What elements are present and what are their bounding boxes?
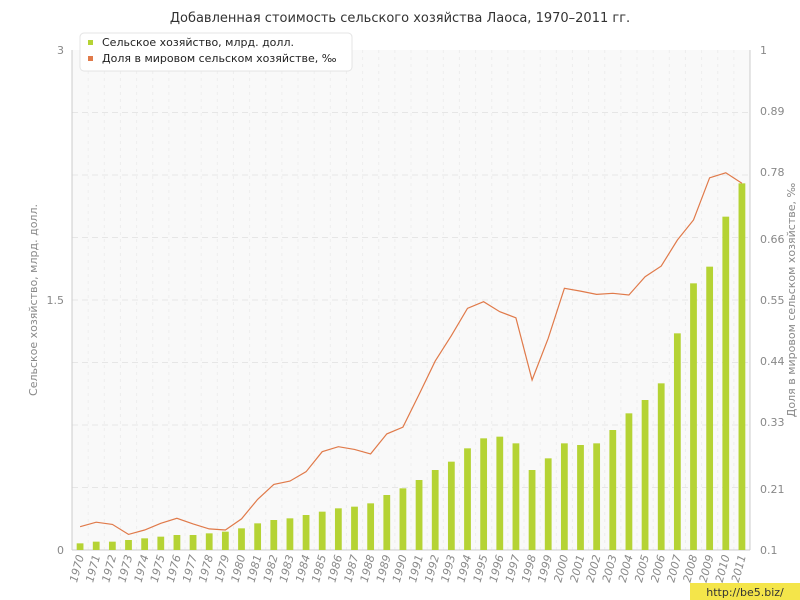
bar-1975 [157, 536, 165, 550]
legend-box [79, 32, 353, 72]
bar-1996 [496, 436, 504, 550]
bar-2000 [560, 443, 568, 550]
bar-1994 [464, 448, 471, 550]
bar-1986 [334, 508, 342, 550]
watermark-background [690, 583, 800, 600]
bar-1972 [108, 541, 116, 550]
right-tick-label: 1 [760, 44, 767, 57]
bar-1984 [302, 515, 310, 550]
bar-2007 [673, 333, 681, 550]
right-tick-label: 0.21 [760, 483, 785, 496]
right-tick-label: 0.66 [760, 233, 785, 246]
bar-1982 [270, 520, 278, 550]
right-tick-label: 0.78 [760, 166, 785, 179]
bar-1997 [512, 443, 520, 550]
bar-1995 [480, 438, 488, 550]
right-tick-label: 0.1 [760, 544, 778, 557]
legend-label-share: Доля в мировом сельском хозяйстве, ‰ [102, 52, 337, 65]
bar-2003 [609, 430, 617, 550]
legend-swatch-share [88, 56, 93, 61]
bar-1978 [205, 533, 213, 550]
bar-2002 [593, 443, 601, 550]
left-axis-title: Сельское хозяйство, млрд. долл. [27, 204, 40, 396]
bar-1981 [254, 523, 262, 550]
bar-1977 [189, 535, 197, 550]
bar-1980 [238, 528, 245, 550]
right-tick-label: 0.44 [760, 355, 785, 368]
bar-2009 [706, 266, 714, 550]
left-tick-label: 1.5 [47, 294, 65, 307]
bar-1970 [76, 543, 84, 550]
left-tick-label: 3 [57, 44, 64, 57]
bar-1989 [383, 495, 391, 550]
x-axis-ticks: 1970197119721973197419751976197719781979… [67, 553, 749, 583]
legend-swatch-agriculture [88, 40, 93, 45]
bar-2011 [738, 183, 746, 551]
grid [71, 50, 751, 550]
legend: Сельское хозяйство, млрд. долл. Доля в м… [79, 32, 353, 72]
right-tick-label: 0.89 [760, 105, 785, 118]
bar-2008 [690, 283, 697, 550]
watermark-link[interactable]: http://be5.biz/ [706, 586, 784, 599]
legend-label-agriculture: Сельское хозяйство, млрд. долл. [102, 36, 294, 49]
bar-1976 [173, 535, 181, 550]
bar-2006 [657, 383, 665, 550]
left-axis-ticks: 01.53 [47, 44, 65, 557]
bar-1991 [415, 480, 423, 550]
bar-1971 [92, 541, 100, 550]
bar-1973 [125, 540, 132, 550]
bar-1974 [141, 538, 149, 550]
bar-2005 [641, 400, 649, 550]
bar-1979 [221, 531, 229, 550]
bar-1990 [399, 488, 407, 550]
bar-1999 [544, 458, 552, 550]
bar-1983 [286, 518, 294, 550]
right-tick-label: 0.33 [760, 416, 785, 429]
chart-title: Добавленная стоимость сельского хозяйств… [170, 11, 630, 26]
bar-2001 [577, 445, 584, 550]
bar-1985 [318, 511, 326, 550]
right-tick-label: 0.55 [760, 294, 785, 307]
bar-1993 [447, 461, 455, 550]
left-tick-label: 0 [57, 544, 64, 557]
bar-1998 [528, 470, 536, 550]
bar-2010 [722, 216, 730, 550]
bar-series [76, 183, 746, 551]
right-axis-ticks: 0.1 0.21 0.33 0.44 0.55 0.66 0.78 0.89 1 [760, 44, 785, 557]
bar-1988 [367, 503, 375, 550]
bar-2004 [625, 413, 633, 550]
bar-1987 [351, 506, 358, 550]
line-series [79, 172, 743, 536]
bar-1992 [431, 470, 439, 550]
right-axis-title: Доля в мировом сельском хозяйстве, ‰ [785, 183, 798, 418]
